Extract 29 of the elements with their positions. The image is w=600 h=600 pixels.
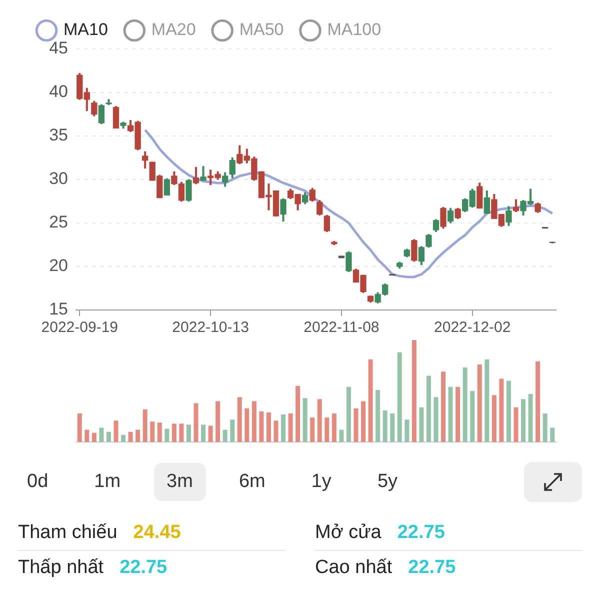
y-tick-label: 20 — [49, 256, 68, 276]
y-tick-label: 15 — [49, 300, 68, 319]
x-tick-label: 2022-11-08 — [304, 319, 380, 336]
data-label: 22.75 — [397, 522, 445, 544]
category-label: Thấp nhất — [18, 557, 104, 579]
category-label: Mở cửa — [315, 522, 382, 544]
legend-label: MA20 — [151, 20, 196, 40]
y-tick-label: 40 — [49, 82, 68, 102]
text: 6m — [238, 470, 266, 494]
legend-label: MA50 — [239, 20, 284, 40]
y-tick-label: 45 — [49, 38, 68, 58]
x-tick-label: 2022-10-13 — [172, 319, 249, 336]
text: 1m — [93, 470, 122, 494]
data-label: 24.45 — [133, 522, 181, 544]
text: 5y — [376, 470, 399, 494]
category-label: Cao nhất — [315, 557, 392, 579]
y-tick-label: 25 — [49, 212, 68, 232]
y-tick-label: 35 — [49, 126, 68, 145]
data-label: 22.75 — [408, 557, 456, 579]
legend-label: MA10 — [64, 20, 108, 40]
x-tick-label: 2022-12-02 — [434, 319, 511, 336]
text: 3m — [154, 463, 206, 501]
y-tick-label: 30 — [49, 169, 68, 188]
x-tick-label: 2022-09-19 — [41, 319, 118, 336]
data-label: 22.75 — [120, 557, 168, 579]
text: 0d — [26, 470, 50, 494]
legend-label: MA100 — [327, 20, 382, 40]
text: 1y — [310, 470, 332, 494]
category-label: Tham chiếu — [18, 522, 118, 544]
